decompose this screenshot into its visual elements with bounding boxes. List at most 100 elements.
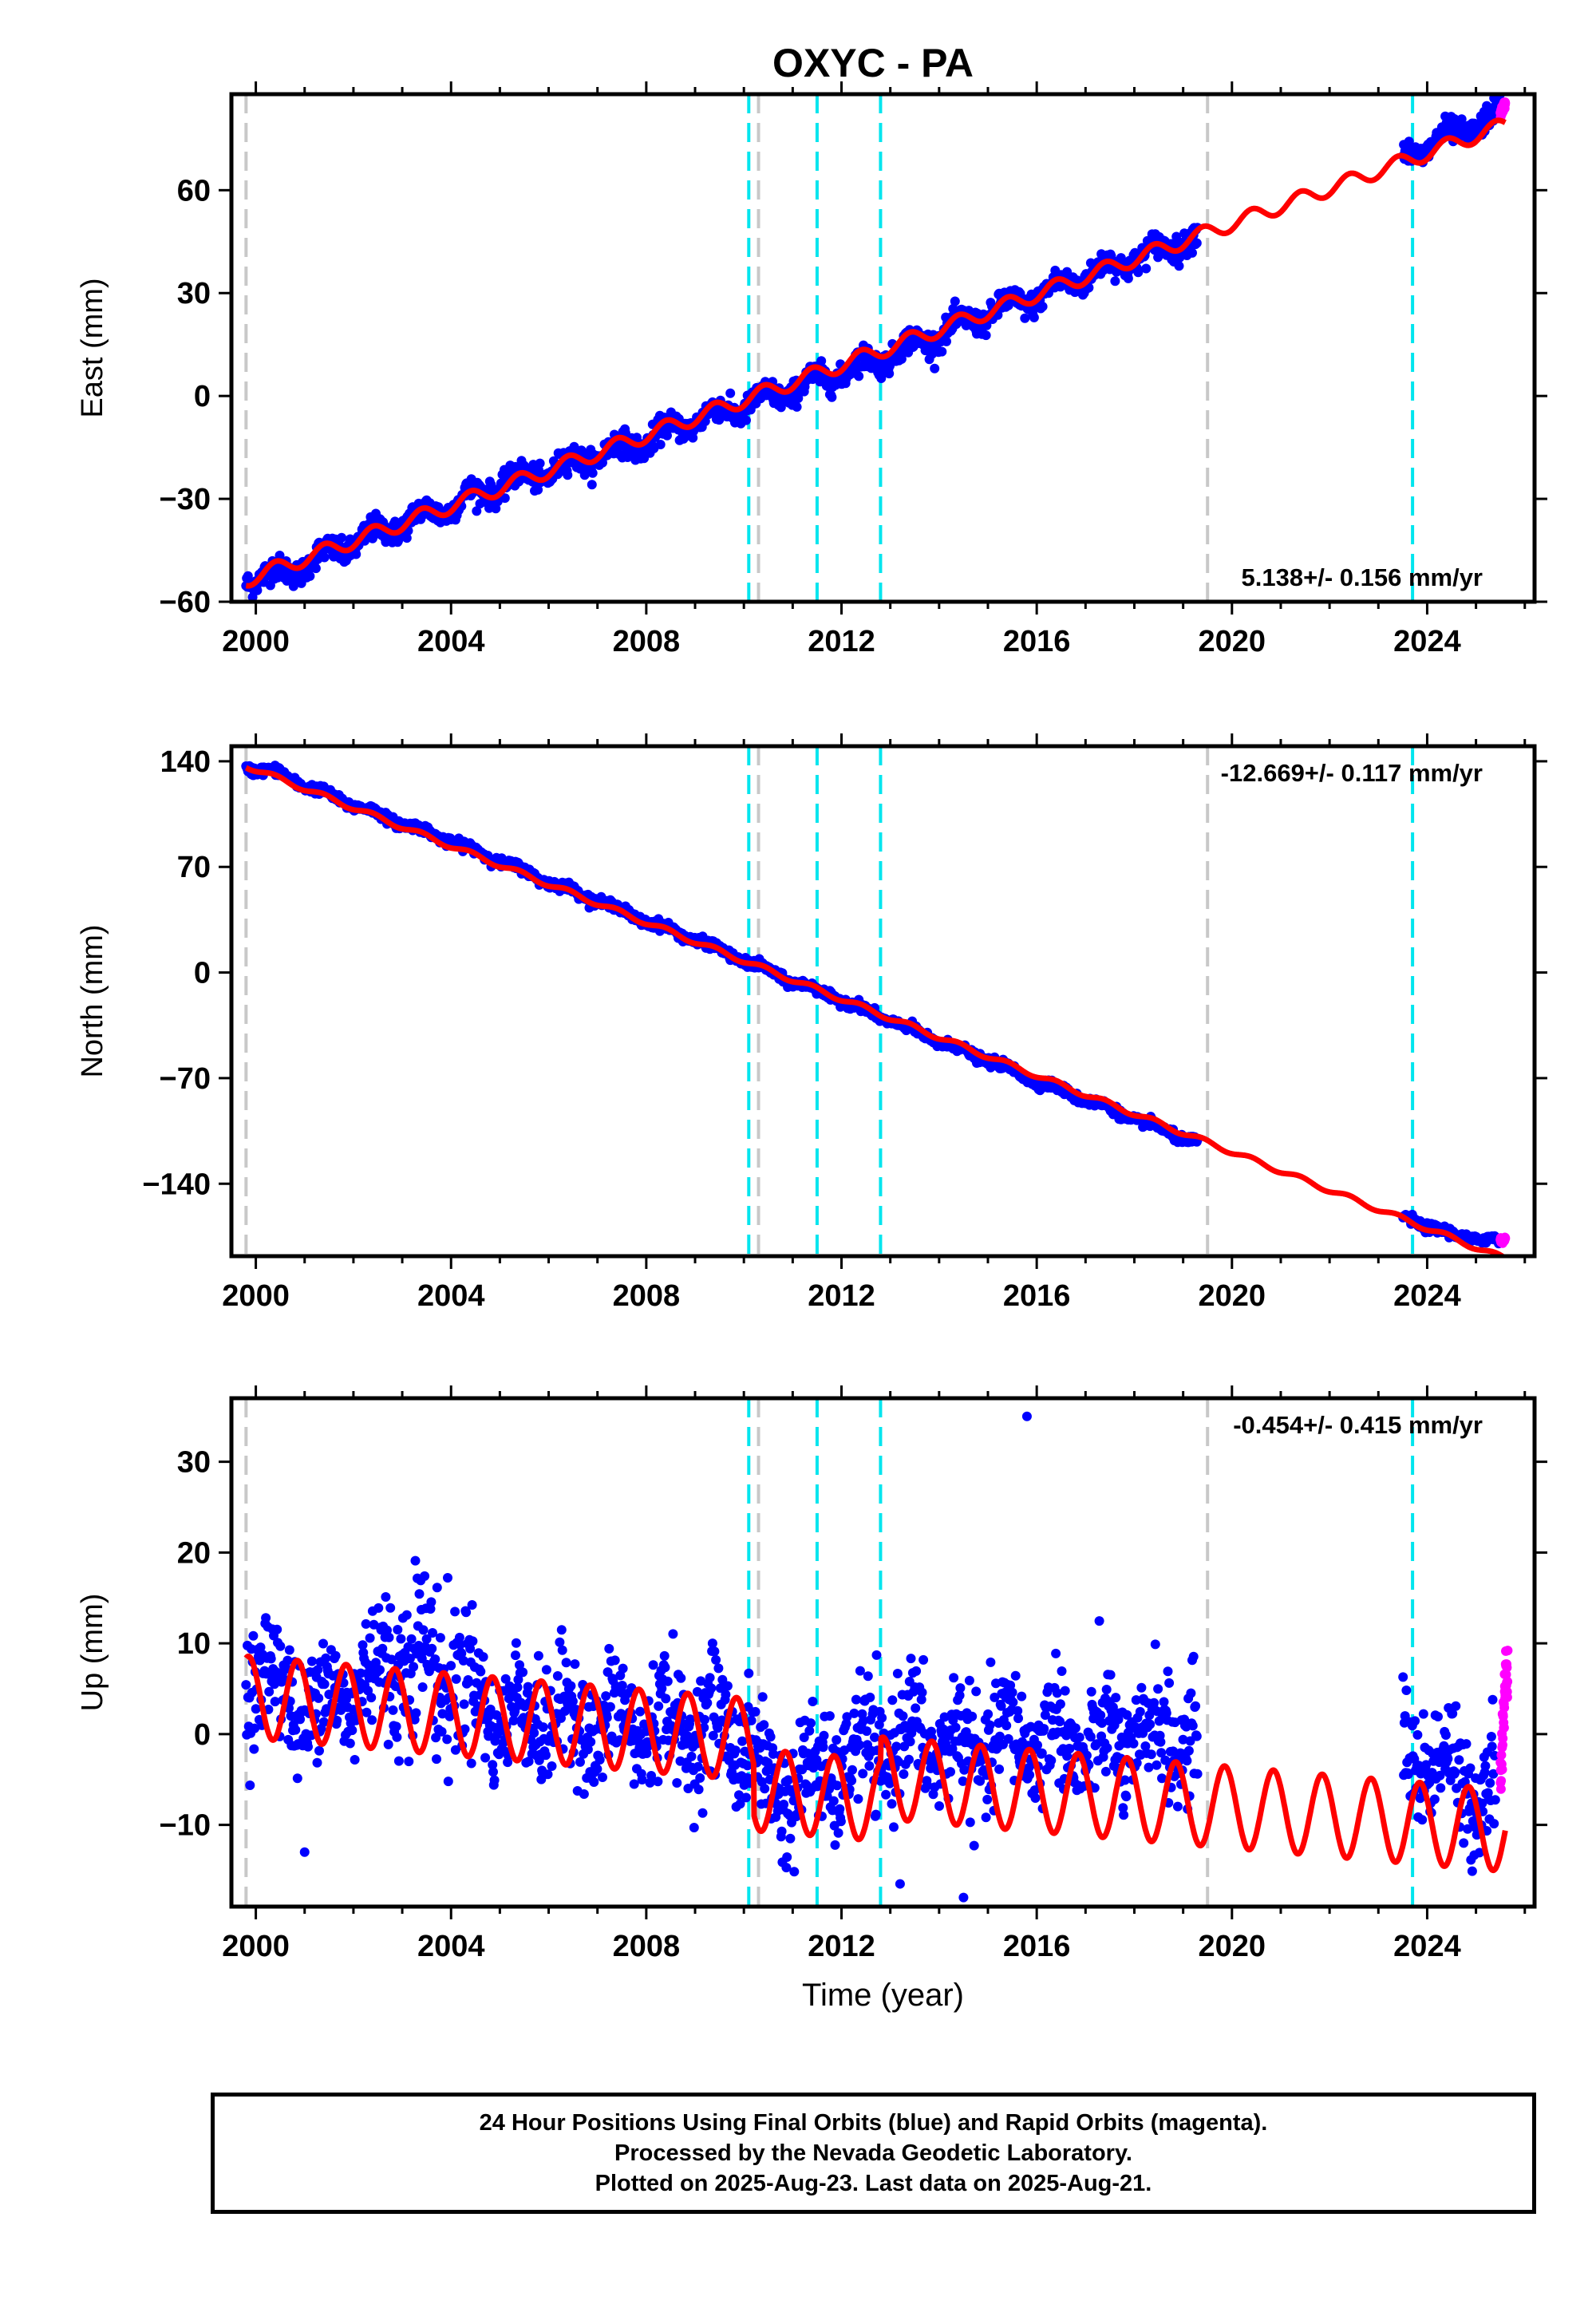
figure-title: OXYC - PA	[772, 41, 974, 85]
north-x-tick-label: 2016	[1003, 1279, 1071, 1313]
east-point	[741, 415, 751, 425]
up-point	[1010, 1670, 1021, 1681]
up-point	[303, 1741, 313, 1752]
up-point	[858, 1769, 868, 1779]
up-point	[828, 1796, 839, 1806]
up-point	[427, 1643, 437, 1654]
north-x-tick-label: 2024	[1393, 1279, 1461, 1313]
up-point	[442, 1734, 452, 1745]
up-point	[1183, 1745, 1194, 1756]
east-point	[725, 388, 736, 398]
east-point	[305, 571, 315, 581]
panel-north: 2000 2004 2008 2012 2016 2020 2024−140−7007014…	[76, 733, 1547, 1313]
east-point	[533, 484, 543, 495]
north-y-tick-label: −140	[142, 1168, 211, 1201]
up-point	[702, 1697, 713, 1708]
up-point	[855, 1666, 865, 1676]
up-point	[1412, 1729, 1423, 1740]
up-point	[450, 1607, 460, 1617]
up-point	[561, 1658, 571, 1668]
up-point	[420, 1571, 430, 1581]
east-point	[1029, 312, 1039, 322]
north-rapid-point	[1500, 1233, 1511, 1243]
up-point	[595, 1755, 605, 1765]
east-point	[500, 493, 510, 504]
east-x-tick-label: 2004	[417, 625, 485, 658]
up-point	[689, 1823, 699, 1832]
east-point	[981, 330, 991, 341]
up-point	[598, 1773, 607, 1782]
up-point	[601, 1691, 611, 1701]
up-point	[1128, 1738, 1139, 1749]
up-point	[392, 1732, 402, 1742]
up-point	[700, 1714, 709, 1725]
up-point	[965, 1817, 975, 1828]
up-point	[887, 1695, 898, 1705]
up-point	[824, 1711, 835, 1721]
up-point	[1046, 1755, 1057, 1765]
up-point	[391, 1721, 401, 1732]
up-point	[393, 1625, 403, 1634]
up-point	[1450, 1767, 1460, 1777]
up-point	[384, 1632, 394, 1642]
east-point	[310, 563, 321, 574]
up-point	[750, 1706, 760, 1717]
up-point	[697, 1808, 708, 1818]
up-point	[383, 1739, 393, 1749]
up-point	[365, 1633, 375, 1643]
up-point	[785, 1833, 796, 1844]
up-point	[789, 1867, 800, 1877]
up-point	[401, 1610, 412, 1620]
east-point	[587, 480, 597, 490]
up-point	[654, 1701, 664, 1711]
up-point	[1150, 1639, 1160, 1650]
up-point	[428, 1628, 437, 1638]
up-point	[934, 1801, 944, 1811]
up-point	[1051, 1648, 1061, 1658]
up-point	[693, 1784, 704, 1795]
up-point	[661, 1694, 671, 1704]
up-point	[467, 1600, 477, 1610]
up-point	[443, 1573, 452, 1583]
up-point	[1025, 1770, 1035, 1780]
up-point	[373, 1603, 384, 1613]
up-point	[871, 1809, 881, 1820]
east-point	[1187, 247, 1197, 258]
up-final-orbit-points	[241, 1411, 1500, 1903]
north-y-tick-label: 70	[177, 851, 211, 884]
up-point	[1433, 1712, 1443, 1721]
up-point	[1017, 1691, 1027, 1701]
north-model-curve	[243, 765, 1507, 1256]
up-point	[314, 1693, 324, 1703]
up-point	[1111, 1693, 1121, 1703]
up-point	[381, 1592, 391, 1602]
up-point	[617, 1681, 627, 1690]
up-point	[672, 1778, 682, 1788]
up-point	[668, 1629, 678, 1639]
up-plot-area	[241, 1398, 1513, 1907]
up-point	[406, 1634, 417, 1644]
east-point	[937, 346, 947, 357]
up-point	[589, 1777, 599, 1787]
up-point	[917, 1687, 927, 1697]
up-point	[864, 1761, 875, 1771]
up-point	[892, 1669, 903, 1678]
up-point	[592, 1764, 602, 1774]
east-x-tick-label: 2016	[1003, 625, 1071, 658]
up-point	[533, 1650, 543, 1661]
up-point	[393, 1756, 404, 1766]
up-point	[898, 1711, 908, 1721]
north-x-tick-label: 2000	[222, 1279, 290, 1313]
up-point	[1146, 1749, 1156, 1760]
up-point	[819, 1730, 829, 1741]
east-rapid-point	[1500, 98, 1511, 109]
up-point	[659, 1650, 670, 1661]
up-point	[270, 1697, 280, 1707]
up-point	[319, 1679, 330, 1690]
up-point	[706, 1683, 717, 1694]
up-point	[911, 1703, 921, 1713]
up-point	[1436, 1783, 1446, 1793]
up-point	[695, 1773, 705, 1783]
up-point	[981, 1812, 991, 1823]
